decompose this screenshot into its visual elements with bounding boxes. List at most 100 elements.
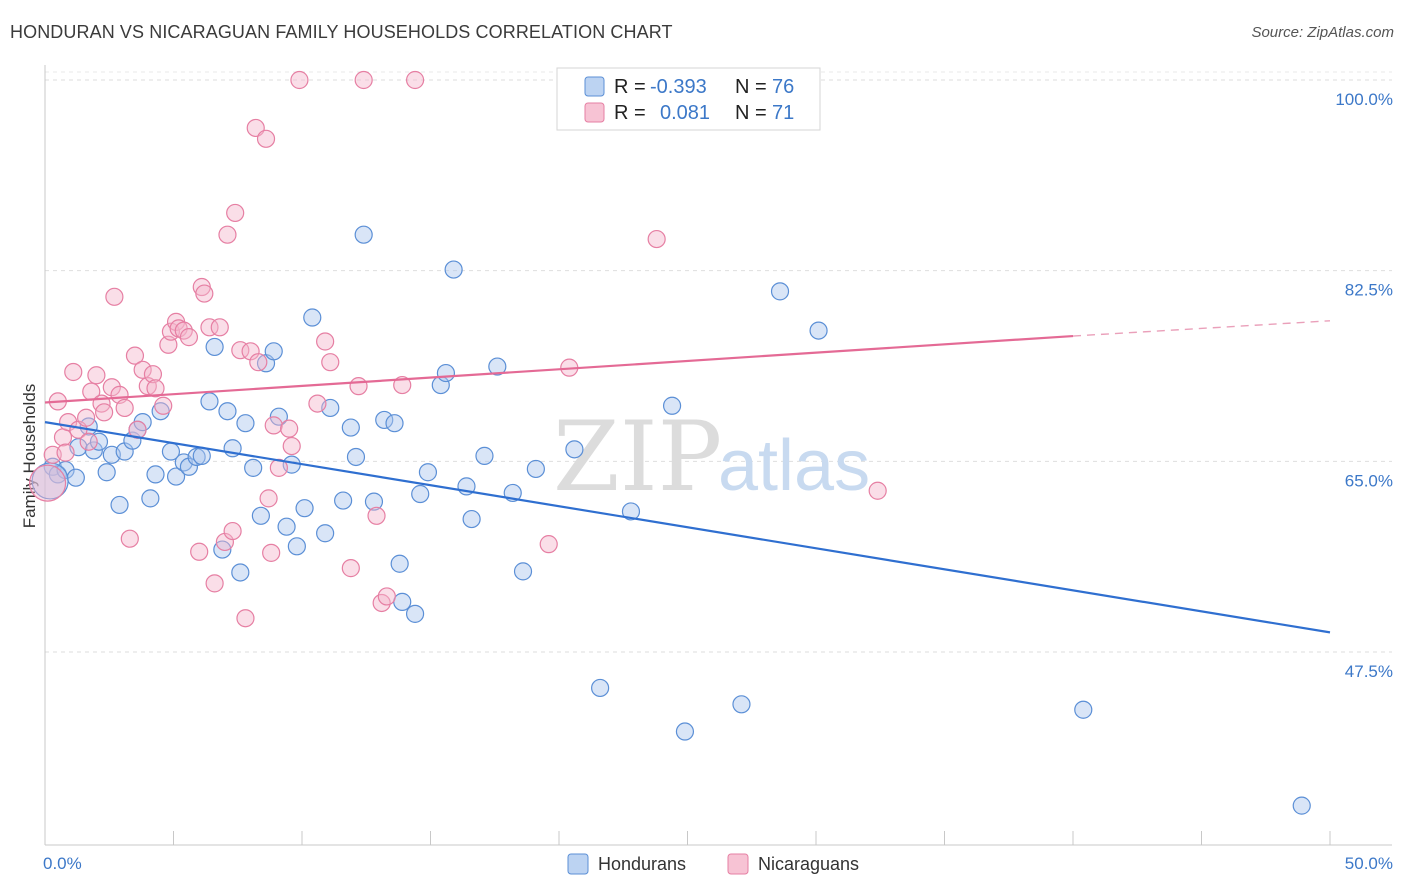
- nicaraguan-point-63: [405, 70, 425, 90]
- nicaraguan-point-30: [190, 542, 209, 561]
- nicaraguan-point-41: [236, 609, 255, 628]
- nicaraguan-point-22: [146, 379, 165, 398]
- nicaraguan-point-68: [868, 481, 887, 500]
- nicaraguan-point-5: [64, 362, 83, 382]
- honduran-point-45: [346, 447, 366, 467]
- nicaraguan-point-45: [256, 129, 276, 148]
- honduran-point-23: [192, 446, 211, 465]
- nicaraguan-point-38: [223, 521, 242, 541]
- legend-r-value-2: 0.081: [660, 102, 710, 124]
- honduran-point-30: [236, 414, 255, 433]
- nicaraguan-point-46: [259, 489, 278, 508]
- nicaraguan-point-48: [264, 416, 283, 435]
- legend-n-value-2: 71: [772, 102, 794, 124]
- nicaraguan-point-3: [53, 428, 73, 447]
- honduran-point-6: [84, 441, 103, 460]
- honduran-point-66: [591, 678, 610, 698]
- nicaraguan-point-7: [77, 408, 96, 427]
- nicaraguan-point-16: [120, 529, 139, 548]
- nicaraguan-point-64: [539, 535, 558, 554]
- honduran-point-34: [264, 342, 283, 361]
- y-tick-labels: 47.5% 65.0% 82.5% 100.0%: [1335, 90, 1393, 681]
- legend-r-label-1: R =: [614, 76, 646, 98]
- nicaraguan-point-70: [79, 432, 98, 451]
- nicaraguan-point-69: [56, 443, 75, 462]
- honduran-point-3: [66, 468, 85, 487]
- honduran-point-68: [662, 396, 682, 415]
- legend-r-value-1: -0.393: [650, 76, 707, 98]
- bottom-legend-nicaraguans: Nicaraguans: [758, 854, 859, 874]
- honduran-point-51: [393, 592, 412, 611]
- nicaraguan-point-12: [102, 378, 121, 397]
- honduran-point-29: [231, 563, 250, 582]
- honduran-point-41: [316, 524, 335, 543]
- trend-lines: [44, 320, 1331, 634]
- legend-n-value-1: 76: [772, 76, 794, 98]
- y-tick-label-1: 65.0%: [1345, 471, 1393, 490]
- x-tick-labels: 0.0% 50.0%: [43, 854, 1393, 873]
- nicaraguan-point-13: [105, 287, 124, 306]
- honduran-point-27: [218, 402, 237, 421]
- honduran-point-10: [110, 495, 129, 515]
- bottom-legend-swatch-hondurans: [567, 853, 589, 875]
- y-tick-label-3: 100.0%: [1335, 90, 1393, 109]
- honduran-point-7: [89, 432, 109, 451]
- nicaraguan-point-0: [28, 464, 67, 502]
- nicaraguan-trend-line-extension: [1072, 320, 1331, 337]
- honduran-point-56: [436, 363, 456, 383]
- honduran-point-16: [146, 465, 165, 484]
- honduran-point-48: [375, 410, 394, 430]
- bottom-legend-hondurans: Hondurans: [598, 854, 686, 874]
- nicaraguan-point-57: [349, 377, 368, 396]
- nicaraguan-point-50: [280, 419, 299, 438]
- nicaraguan-point-39: [226, 203, 245, 223]
- x-tick-label-1: 50.0%: [1345, 854, 1393, 873]
- nicaraguan-point-29: [179, 328, 199, 347]
- honduran-point-39: [295, 499, 314, 518]
- honduran-point-40: [303, 308, 322, 327]
- honduran-point-31: [244, 458, 263, 477]
- chart-source: Source: ZipAtlas.com: [1251, 24, 1394, 41]
- honduran-point-44: [341, 418, 360, 437]
- watermark-atlas: atlas: [718, 426, 870, 506]
- nicaraguan-point-47: [262, 543, 281, 562]
- honduran-point-25: [205, 337, 224, 357]
- hondurans-points: [31, 225, 1311, 815]
- nicaraguan-point-9: [87, 366, 106, 385]
- bottom-legend: Hondurans Nicaraguans: [567, 853, 859, 875]
- legend-swatch-hondurans: [584, 76, 605, 97]
- honduran-point-35: [269, 407, 288, 426]
- honduran-point-36: [277, 517, 296, 536]
- nicaraguan-point-15: [115, 398, 134, 418]
- honduran-point-64: [526, 459, 545, 479]
- grid-lines: [45, 71, 1392, 653]
- honduran-point-32: [251, 506, 270, 525]
- nicaraguan-point-67: [647, 229, 666, 249]
- top-legend: R = -0.393 N = 76 R = 0.081 N = 71: [556, 67, 821, 131]
- nicaraguan-point-33: [200, 318, 219, 337]
- nicaraguan-point-51: [282, 436, 301, 456]
- nicaraguan-point-21: [143, 365, 163, 384]
- nicaraguan-point-32: [195, 284, 214, 303]
- honduran-point-69: [675, 722, 695, 741]
- honduran-point-63: [513, 562, 533, 581]
- nicaraguan-point-61: [377, 587, 396, 606]
- legend-r-label-2: R =: [614, 102, 646, 124]
- legend-swatch-nicaraguans: [584, 102, 605, 123]
- honduran-point-57: [444, 260, 463, 279]
- nicaraguan-point-17: [125, 346, 145, 365]
- honduran-point-21: [179, 457, 199, 476]
- watermark: ZIP atlas: [553, 401, 870, 513]
- honduran-point-71: [770, 282, 790, 301]
- honduran-point-43: [334, 491, 353, 510]
- honduran-point-61: [488, 357, 507, 376]
- honduran-point-53: [411, 484, 430, 504]
- honduran-point-59: [462, 509, 481, 529]
- honduran-point-47: [364, 492, 384, 511]
- nicaraguan-point-59: [367, 506, 386, 525]
- axes: [44, 65, 1392, 846]
- nicaraguan-point-37: [218, 225, 237, 244]
- honduran-point-8: [97, 463, 116, 482]
- honduran-point-67: [621, 502, 641, 521]
